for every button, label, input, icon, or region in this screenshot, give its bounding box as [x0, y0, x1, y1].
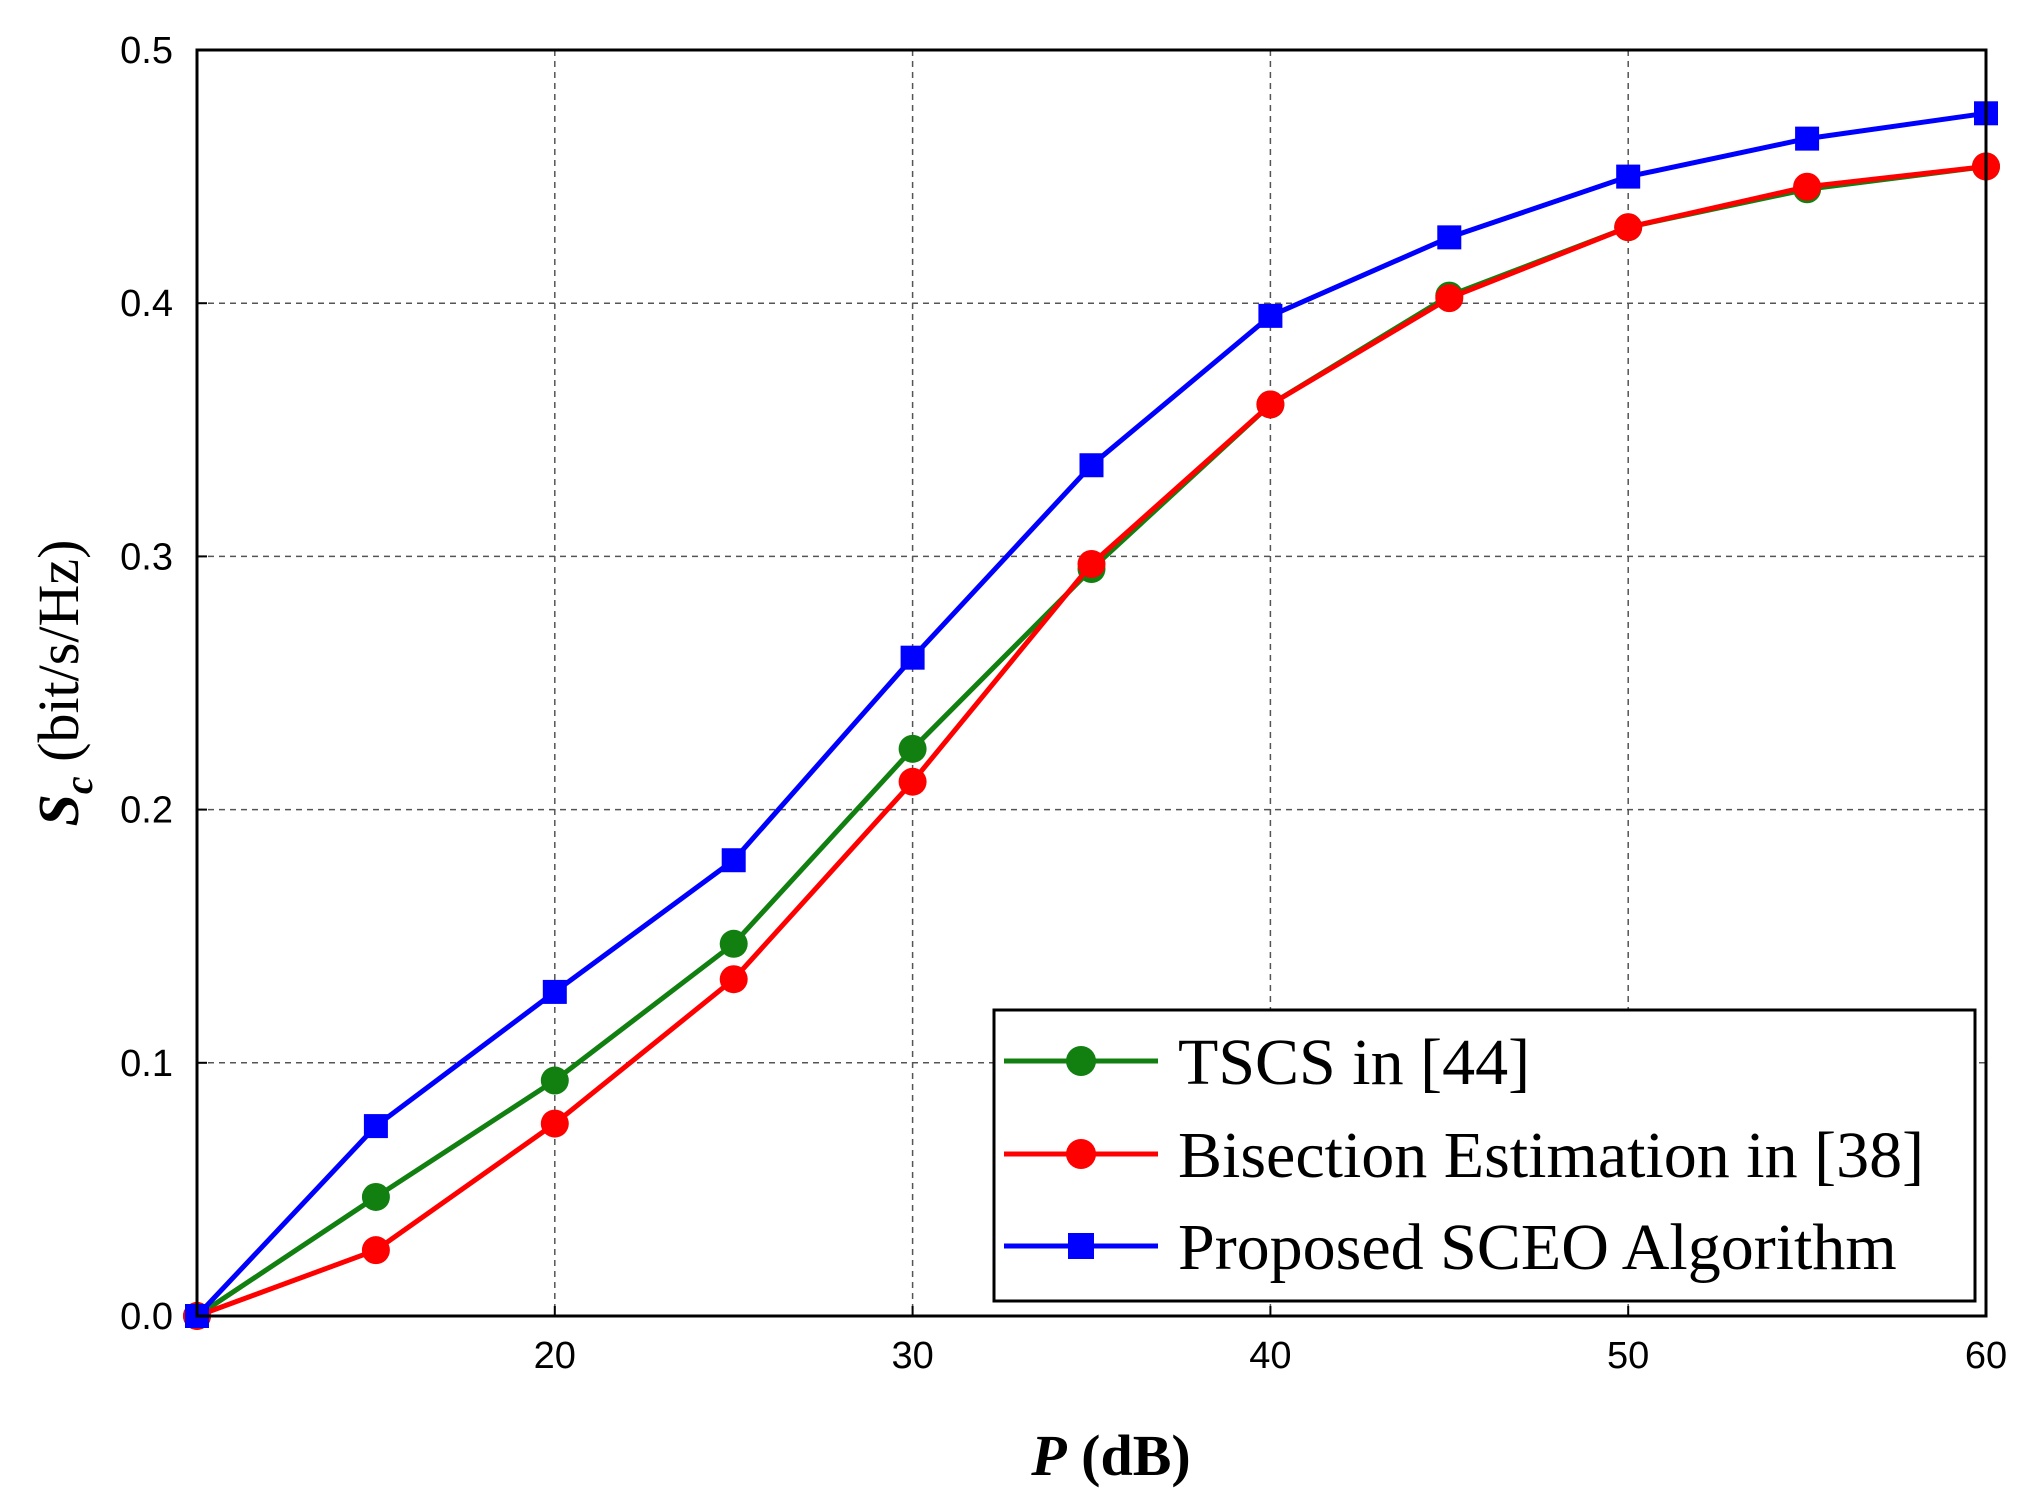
data-point	[1795, 126, 1820, 151]
y-tick-label: 0.2	[120, 790, 173, 832]
legend: TSCS in [44] Bisection Estimation in [38]…	[992, 1008, 1977, 1303]
legend-items: TSCS in [44] Bisection Estimation in [38]…	[1004, 1026, 1924, 1284]
legend-marker	[1066, 1139, 1096, 1169]
y-axis-unit: (bit/s/Hz)	[26, 540, 91, 777]
data-point	[721, 848, 746, 873]
data-point	[361, 1236, 390, 1265]
legend-label: Bisection Estimation in [38]	[1178, 1119, 1924, 1192]
y-tick-label: 0.4	[120, 283, 173, 325]
legend-marker	[1068, 1233, 1094, 1259]
data-point	[1614, 213, 1643, 242]
x-tick-label: 50	[1607, 1335, 1649, 1377]
legend-item: Proposed SCEO Algorithm	[1004, 1211, 1897, 1284]
data-point	[719, 929, 748, 958]
data-point	[1079, 453, 1104, 478]
data-point	[900, 645, 925, 670]
data-point	[1793, 172, 1822, 201]
data-point	[898, 767, 927, 796]
y-tick-label: 0.5	[120, 30, 173, 72]
legend-label: TSCS in [44]	[1178, 1026, 1530, 1099]
y-axis-subscript: c	[56, 776, 101, 794]
data-point	[540, 1066, 569, 1095]
data-point	[540, 1109, 569, 1138]
legend-item: TSCS in [44]	[1004, 1026, 1530, 1099]
x-tick-label: 60	[1965, 1335, 2007, 1377]
legend-marker	[1066, 1046, 1096, 1076]
y-tick-label: 0.3	[120, 536, 173, 578]
legend-label: Proposed SCEO Algorithm	[1178, 1211, 1897, 1284]
data-point	[1437, 225, 1462, 250]
y-axis-title: Sc (bit/s/Hz)	[26, 540, 101, 827]
y-tick-label: 0.1	[120, 1043, 173, 1085]
y-axis-variable: S	[26, 794, 91, 826]
tick-labels: 20 30 40 50 60 0.0 0.1 0.2 0.3 0.4 0.5	[120, 30, 2007, 1377]
x-axis-variable: P	[1030, 1423, 1067, 1488]
legend-item: Bisection Estimation in [38]	[1004, 1119, 1924, 1192]
x-tick-label: 30	[891, 1335, 933, 1377]
data-point	[1256, 390, 1285, 419]
data-point	[898, 734, 927, 763]
data-point	[363, 1114, 388, 1139]
plot-frame	[195, 48, 1988, 1318]
data-point	[361, 1182, 390, 1211]
data-point	[542, 979, 567, 1004]
data-point	[1435, 284, 1464, 313]
x-axis-title: P (dB)	[1030, 1423, 1191, 1488]
y-tick-label: 0.0	[120, 1296, 173, 1338]
data-point	[719, 965, 748, 994]
x-tick-label: 20	[534, 1335, 576, 1377]
x-axis-unit: (dB)	[1067, 1423, 1191, 1488]
data-point	[1077, 549, 1106, 578]
data-point	[1616, 164, 1641, 189]
data-series	[183, 101, 2000, 1330]
data-point	[1258, 303, 1283, 328]
x-tick-label: 40	[1249, 1335, 1291, 1377]
